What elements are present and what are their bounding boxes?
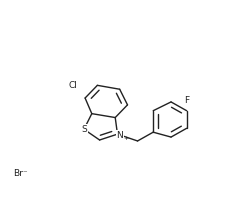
Text: N: N: [116, 131, 123, 140]
Text: Cl: Cl: [68, 81, 77, 90]
Text: Br⁻: Br⁻: [13, 169, 27, 178]
Text: F: F: [183, 96, 188, 106]
Text: S: S: [81, 125, 86, 134]
Text: +: +: [123, 136, 128, 141]
